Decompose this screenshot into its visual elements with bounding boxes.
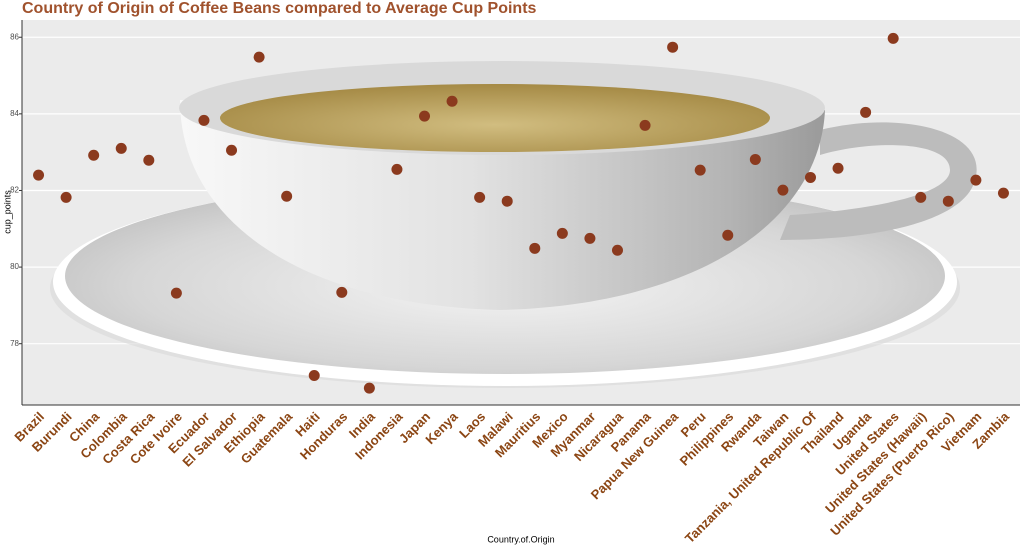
marks bbox=[33, 32, 1009, 394]
point bbox=[308, 370, 320, 382]
point bbox=[639, 119, 651, 131]
y-tick-label: 86 bbox=[10, 32, 19, 41]
point bbox=[556, 227, 568, 239]
point bbox=[970, 174, 982, 186]
point bbox=[611, 244, 623, 256]
point bbox=[832, 162, 844, 174]
y-tick-label: 82 bbox=[10, 186, 19, 195]
y-axis-title: cup_points bbox=[2, 190, 12, 234]
point bbox=[60, 191, 72, 203]
point bbox=[474, 191, 486, 203]
x-tick-label: Kenya bbox=[422, 408, 461, 447]
point bbox=[942, 195, 954, 207]
point bbox=[391, 163, 403, 175]
point bbox=[777, 184, 789, 196]
x-axis-title: Country.of.Origin bbox=[487, 534, 554, 544]
point bbox=[722, 229, 734, 241]
point bbox=[915, 191, 927, 203]
point bbox=[281, 190, 293, 202]
chart-title: Country of Origin of Coffee Beans compar… bbox=[22, 0, 537, 17]
point bbox=[584, 232, 596, 244]
point bbox=[667, 41, 679, 53]
point bbox=[804, 171, 816, 183]
point bbox=[226, 144, 238, 156]
point bbox=[997, 187, 1009, 199]
point bbox=[446, 95, 458, 107]
point bbox=[198, 114, 210, 126]
cup-illustration bbox=[50, 61, 977, 388]
point bbox=[887, 32, 899, 44]
point bbox=[253, 51, 265, 63]
point bbox=[336, 286, 348, 298]
point bbox=[501, 195, 513, 207]
point bbox=[860, 106, 872, 118]
point bbox=[363, 382, 375, 394]
point bbox=[529, 242, 541, 254]
point bbox=[33, 169, 45, 181]
point bbox=[419, 110, 431, 122]
y-tick-label: 78 bbox=[10, 339, 19, 348]
y-tick-label: 80 bbox=[10, 262, 19, 271]
point bbox=[143, 154, 155, 166]
point bbox=[694, 164, 706, 176]
point bbox=[115, 142, 127, 154]
point bbox=[749, 153, 761, 165]
point bbox=[170, 287, 182, 299]
y-tick-label: 84 bbox=[10, 109, 19, 118]
point bbox=[88, 149, 100, 161]
